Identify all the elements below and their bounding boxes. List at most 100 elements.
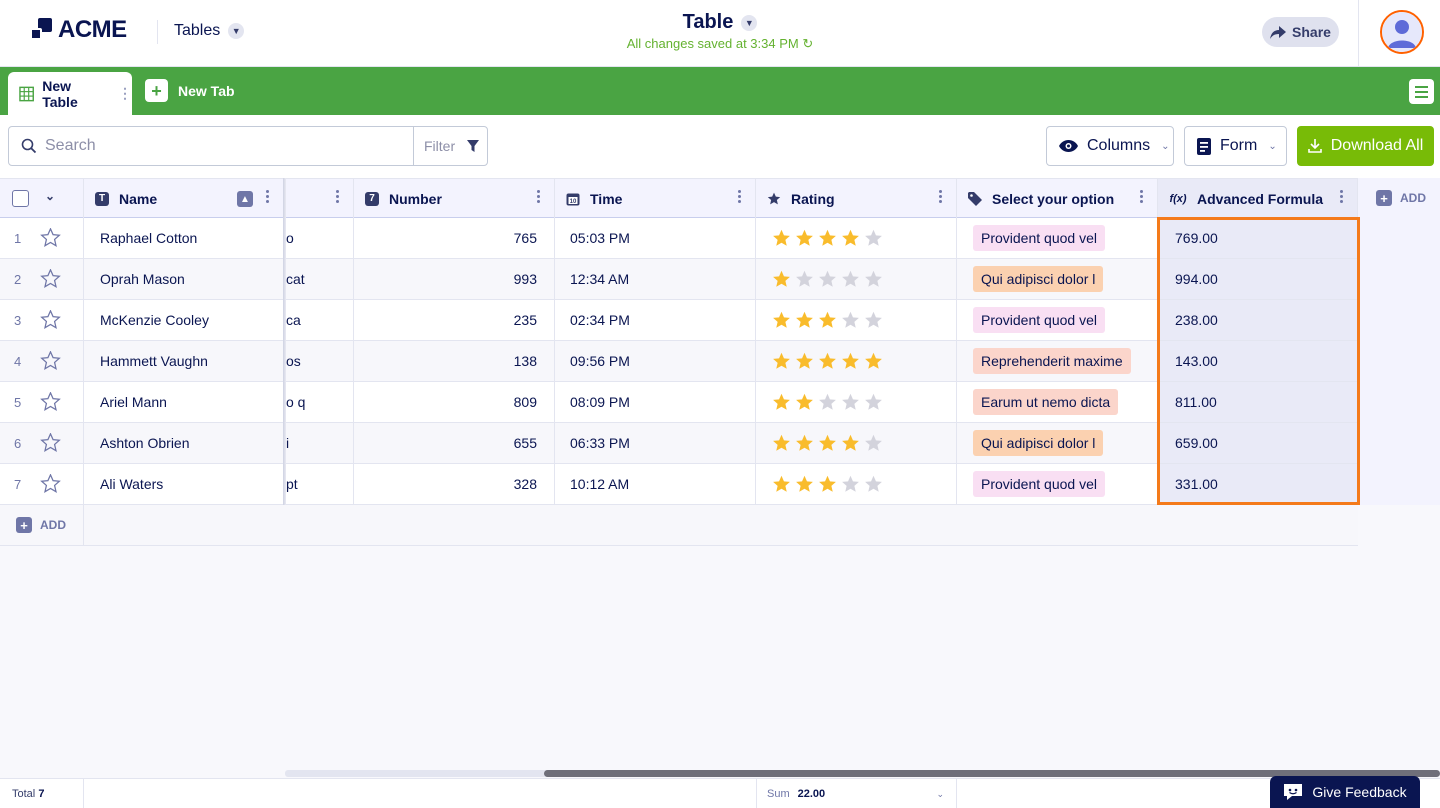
select-all-checkbox[interactable] xyxy=(12,190,29,207)
number-cell[interactable]: 655 xyxy=(354,423,555,463)
column-header-time[interactable]: 10 Time xyxy=(555,179,756,218)
search-input[interactable]: Search xyxy=(8,126,414,166)
rating-star-icon[interactable] xyxy=(772,229,791,248)
number-cell[interactable]: 765 xyxy=(354,218,555,258)
number-cell[interactable]: 993 xyxy=(354,259,555,299)
rating-stars[interactable] xyxy=(756,475,883,494)
pin-icon[interactable]: ▲ xyxy=(237,191,253,207)
rating-star-icon[interactable] xyxy=(818,229,837,248)
name-cell[interactable]: Raphael Cotton xyxy=(84,218,284,258)
partial-cell[interactable]: o q xyxy=(284,382,354,422)
rating-cell[interactable] xyxy=(756,341,957,381)
rating-star-icon[interactable] xyxy=(795,352,814,371)
column-menu-icon[interactable] xyxy=(939,190,943,203)
partial-cell[interactable]: ca xyxy=(284,300,354,340)
formula-cell[interactable]: 143.00 xyxy=(1158,341,1358,381)
time-cell[interactable]: 05:03 PM xyxy=(555,218,756,258)
rating-star-icon[interactable] xyxy=(795,270,814,289)
rating-star-icon[interactable] xyxy=(864,229,883,248)
time-cell[interactable]: 10:12 AM xyxy=(555,464,756,504)
favorite-star-icon[interactable] xyxy=(40,310,61,330)
rating-star-icon[interactable] xyxy=(818,352,837,371)
column-header-select[interactable]: Select your option xyxy=(957,179,1158,218)
rating-star-icon[interactable] xyxy=(772,352,791,371)
name-cell[interactable]: Hammett Vaughn xyxy=(84,341,284,381)
rating-stars[interactable] xyxy=(756,393,883,412)
time-cell[interactable]: 02:34 PM xyxy=(555,300,756,340)
give-feedback-button[interactable]: Give Feedback xyxy=(1270,776,1420,808)
rating-star-icon[interactable] xyxy=(864,311,883,330)
table-row[interactable]: 6 Ashton Obrien i 655 06:33 PM Qui adipisci d… xyxy=(0,423,1358,464)
rating-stars[interactable] xyxy=(756,229,883,248)
rating-stars[interactable] xyxy=(756,434,883,453)
name-cell[interactable]: McKenzie Cooley xyxy=(84,300,284,340)
rating-star-icon[interactable] xyxy=(864,434,883,453)
table-row[interactable]: 5 Ariel Mann o q 809 08:09 PM Earum ut nemo d… xyxy=(0,382,1358,423)
rating-stars[interactable] xyxy=(756,352,883,371)
formula-cell[interactable]: 811.00 xyxy=(1158,382,1358,422)
select-chevron-down-icon[interactable]: ⌄ xyxy=(45,189,56,203)
column-header-formula[interactable]: f(x) Advanced Formula xyxy=(1158,179,1358,218)
rating-star-icon[interactable] xyxy=(841,352,860,371)
number-cell[interactable]: 138 xyxy=(354,341,555,381)
favorite-star-icon[interactable] xyxy=(40,392,61,412)
formula-cell[interactable]: 238.00 xyxy=(1158,300,1358,340)
partial-cell[interactable]: o xyxy=(284,218,354,258)
table-row[interactable]: 3 McKenzie Cooley ca 235 02:34 PM Provident q… xyxy=(0,300,1358,341)
add-row-button[interactable]: + ADD xyxy=(16,517,66,533)
share-button[interactable]: Share xyxy=(1262,17,1339,47)
rating-star-icon[interactable] xyxy=(841,475,860,494)
title-chevron-down-icon[interactable]: ▼ xyxy=(741,14,758,31)
favorite-star-icon[interactable] xyxy=(40,228,61,248)
table-row[interactable]: 2 Oprah Mason cat 993 12:34 AM Qui adipisci d… xyxy=(0,259,1358,300)
column-header-rating[interactable]: Rating xyxy=(756,179,957,218)
sum-aggregate-dropdown[interactable]: Sum 22.00 ⌄ xyxy=(756,779,957,808)
select-cell[interactable]: Provident quod vel xyxy=(957,464,1158,504)
column-header-hidden[interactable] xyxy=(284,179,354,218)
partial-cell[interactable]: i xyxy=(284,423,354,463)
rating-star-icon[interactable] xyxy=(772,434,791,453)
formula-cell[interactable]: 331.00 xyxy=(1158,464,1358,504)
select-cell[interactable]: Reprehenderit maxime xyxy=(957,341,1158,381)
rating-star-icon[interactable] xyxy=(772,270,791,289)
rating-star-icon[interactable] xyxy=(818,311,837,330)
rating-cell[interactable] xyxy=(756,464,957,504)
name-cell[interactable]: Oprah Mason xyxy=(84,259,284,299)
formula-cell[interactable]: 769.00 xyxy=(1158,218,1358,258)
column-menu-icon[interactable] xyxy=(1340,190,1344,203)
rating-star-icon[interactable] xyxy=(818,393,837,412)
select-cell[interactable]: Qui adipisci dolor l xyxy=(957,423,1158,463)
rating-cell[interactable] xyxy=(756,300,957,340)
user-avatar[interactable] xyxy=(1380,10,1424,54)
time-cell[interactable]: 06:33 PM xyxy=(555,423,756,463)
rating-star-icon[interactable] xyxy=(841,311,860,330)
formula-cell[interactable]: 994.00 xyxy=(1158,259,1358,299)
favorite-star-icon[interactable] xyxy=(40,474,61,494)
select-cell[interactable]: Provident quod vel xyxy=(957,300,1158,340)
column-menu-icon[interactable] xyxy=(537,190,541,203)
column-menu-icon[interactable] xyxy=(336,190,340,203)
horizontal-scrollbar-thumb[interactable] xyxy=(544,770,1440,777)
rating-cell[interactable] xyxy=(756,218,957,258)
rating-star-icon[interactable] xyxy=(772,475,791,494)
partial-cell[interactable]: os xyxy=(284,341,354,381)
select-cell[interactable]: Qui adipisci dolor l xyxy=(957,259,1158,299)
hamburger-menu-button[interactable] xyxy=(1409,79,1434,104)
tab-new-table[interactable]: New Table ⋮ xyxy=(8,72,132,115)
rating-star-icon[interactable] xyxy=(841,393,860,412)
favorite-star-icon[interactable] xyxy=(40,433,61,453)
form-button[interactable]: Form ⌄ xyxy=(1184,126,1287,166)
rating-cell[interactable] xyxy=(756,423,957,463)
rating-star-icon[interactable] xyxy=(818,434,837,453)
rating-star-icon[interactable] xyxy=(841,229,860,248)
table-row[interactable]: 1 Raphael Cotton o 765 05:03 PM Provident quo… xyxy=(0,218,1358,259)
rating-star-icon[interactable] xyxy=(818,270,837,289)
formula-cell[interactable]: 659.00 xyxy=(1158,423,1358,463)
time-cell[interactable]: 09:56 PM xyxy=(555,341,756,381)
add-column-button[interactable]: + ADD xyxy=(1376,190,1426,206)
partial-cell[interactable]: pt xyxy=(284,464,354,504)
rating-star-icon[interactable] xyxy=(818,475,837,494)
rating-stars[interactable] xyxy=(756,311,883,330)
download-all-button[interactable]: Download All xyxy=(1297,126,1434,166)
rating-cell[interactable] xyxy=(756,382,957,422)
